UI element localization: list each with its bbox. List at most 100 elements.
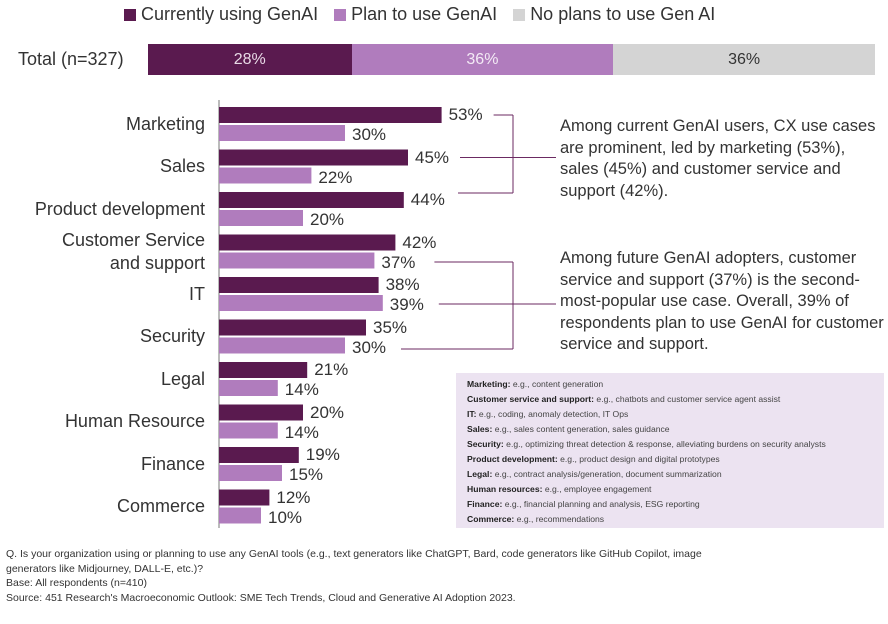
category-label-line: Legal	[160, 368, 205, 389]
example-row: Human resources: e.g., employee engageme…	[467, 482, 874, 497]
example-desc: e.g., chatbots and customer service agen…	[594, 394, 781, 404]
bar-current	[219, 489, 270, 506]
bar-current	[219, 234, 396, 251]
bar-value-label: 20%	[310, 402, 345, 422]
bar-plan	[219, 210, 303, 226]
legend-label-plan: Plan to use GenAI	[351, 4, 498, 24]
example-term: Finance:	[467, 499, 503, 509]
example-term: Legal:	[467, 469, 493, 479]
footnote-source: Source: 451 Research's Macroeconomic Out…	[6, 591, 516, 604]
bar-value-label: 21%	[314, 360, 349, 379]
category-label-line: Human Resource	[64, 411, 205, 431]
bar-current	[219, 107, 442, 123]
category-label: Customer Service and support	[62, 229, 205, 275]
example-term: Customer service and support:	[467, 394, 595, 404]
legend-item-current: Currently using GenAI	[124, 4, 318, 25]
bar-value-label: 37%	[381, 252, 416, 272]
example-row: Product development: e.g., product desig…	[467, 452, 874, 467]
legend-swatch-no-plans	[513, 8, 526, 21]
example-desc: e.g., financial planning and analysis, E…	[502, 499, 700, 509]
example-row: Security: e.g., optimizing threat detect…	[467, 437, 874, 452]
bar-current	[219, 362, 308, 378]
legend-label-current: Currently using GenAI	[141, 4, 319, 24]
bar-value-label: 14%	[284, 422, 319, 442]
category-label-line: Sales	[159, 156, 205, 176]
category-label: Product development	[35, 198, 205, 221]
category-label: Legal	[161, 368, 205, 391]
example-row: Finance: e.g., financial planning and an…	[467, 497, 874, 512]
bar-value-label: 30%	[352, 337, 387, 357]
category-label-line: Finance	[140, 453, 205, 474]
total-segment-current: 28%	[148, 44, 352, 75]
footnote-question: Q. Is your organization using or plannin…	[6, 548, 702, 575]
footnote-base: Base: All respondents (n=410)	[6, 577, 147, 589]
bar-value-label: 35%	[373, 317, 408, 337]
bar-plan	[219, 422, 278, 439]
category-label-line: and support	[109, 252, 205, 273]
category-label-line: Security	[139, 326, 205, 346]
total-segment-plan: 36%	[351, 44, 614, 75]
bar-current	[219, 319, 366, 336]
bar-plan	[219, 125, 345, 141]
example-row: Sales: e.g., sales content generation, s…	[467, 422, 874, 437]
example-row: Customer service and support: e.g., chat…	[467, 392, 874, 407]
example-row: Commerce: e.g., recommendations	[467, 512, 874, 527]
bar-current	[219, 149, 408, 166]
category-label-line: Marketing	[125, 113, 205, 134]
category-label: Human Resource	[65, 410, 205, 433]
bar-plan	[219, 252, 375, 269]
category-label: Commerce	[117, 495, 205, 518]
bar-value-label: 42%	[402, 232, 437, 252]
bar-value-label: 53%	[448, 105, 483, 124]
legend-item-plan: Plan to use GenAI	[334, 4, 497, 25]
legend-swatch-plan	[334, 8, 347, 21]
bar-value-label: 39%	[389, 295, 424, 314]
legend-item-no-plans: No plans to use Gen AI	[513, 4, 715, 25]
example-term: Marketing:	[467, 379, 511, 389]
bar-value-label: 19%	[305, 445, 340, 464]
example-term: Security:	[467, 439, 504, 449]
category-label-line: Customer Service	[61, 229, 205, 250]
example-term: Commerce:	[467, 514, 515, 524]
bar-plan	[219, 167, 312, 184]
bar-value-label: 38%	[385, 275, 420, 294]
bar-plan	[219, 337, 345, 354]
total-segment-plan-label: 36%	[466, 50, 499, 68]
examples-list: Marketing: e.g., content generation Custo…	[467, 377, 874, 527]
bar-value-label: 22%	[318, 167, 353, 187]
category-label-line: Commerce	[116, 496, 205, 516]
legend: Currently using GenAI Plan to use GenAI …	[124, 4, 731, 25]
example-term: IT:	[467, 409, 477, 419]
legend-swatch-current	[124, 8, 136, 21]
example-desc: e.g., employee engagement	[542, 484, 652, 494]
bar-plan	[219, 465, 282, 481]
bar-value-label: 14%	[284, 380, 319, 399]
callout-current-users: Among current GenAI users, CX use cases …	[560, 117, 876, 200]
example-row: IT: e.g., coding, anomaly detection, IT …	[467, 407, 874, 422]
examples-panel: Marketing: e.g., content generation Custo…	[456, 373, 884, 528]
bar-plan	[219, 507, 261, 524]
bar-value-label: 10%	[268, 507, 303, 527]
category-label: Marketing	[126, 113, 205, 136]
callout-future-adopters: Among future GenAI adopters, customer se…	[560, 249, 884, 353]
total-segment-current-label: 28%	[233, 50, 266, 68]
category-label: Sales	[160, 155, 205, 178]
bar-current	[219, 404, 303, 421]
example-desc: e.g., contract analysis/generation, docu…	[492, 469, 722, 479]
example-desc: e.g., sales content generation, sales gu…	[492, 424, 670, 434]
example-desc: e.g., optimizing threat detection & resp…	[503, 439, 826, 449]
example-row: Legal: e.g., contract analysis/generatio…	[467, 467, 874, 482]
bar-value-label: 20%	[310, 210, 345, 229]
category-label-line: Product development	[34, 198, 205, 219]
bar-current	[219, 192, 404, 208]
bar-plan	[219, 295, 383, 311]
legend-label-no-plans: No plans to use Gen AI	[530, 4, 716, 24]
category-label: Security	[140, 325, 205, 348]
bar-chart	[218, 100, 556, 528]
example-term: Product development:	[467, 454, 558, 464]
example-desc: e.g., recommendations	[514, 514, 605, 524]
bar-value-label: 15%	[289, 465, 324, 484]
example-desc: e.g., content generation	[510, 379, 604, 389]
total-label: Total (n=327)	[18, 49, 124, 69]
total-segment-no-plans: 36%	[613, 44, 875, 75]
